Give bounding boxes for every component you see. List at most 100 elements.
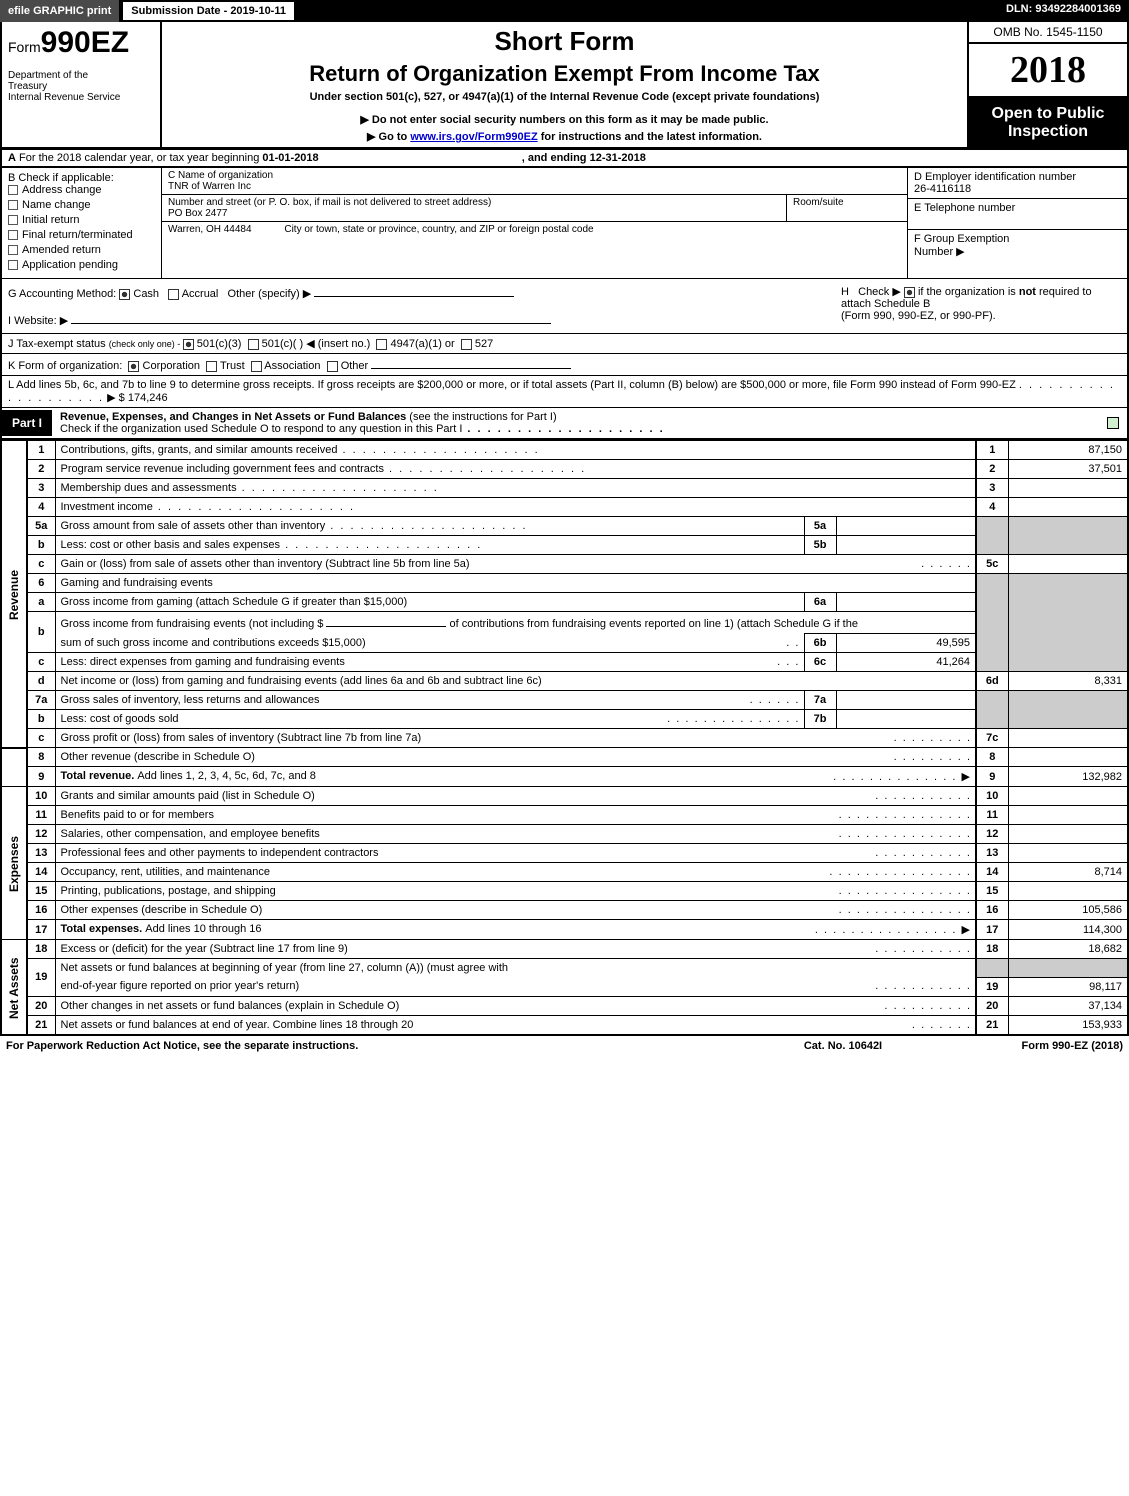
- check-amended-return[interactable]: Amended return: [8, 244, 155, 256]
- i-label: I Website: ▶: [8, 315, 68, 327]
- line-midval: [836, 710, 976, 729]
- row-h: H Check ▶ if the organization is not req…: [841, 285, 1121, 327]
- line-num: c: [27, 555, 55, 574]
- k-opt-trust: Trust: [220, 360, 245, 372]
- part1-checkbox[interactable]: [1107, 417, 1119, 429]
- checkbox-4947-icon[interactable]: [376, 339, 387, 350]
- line-desc: Gross income from fundraising events (no…: [55, 612, 976, 634]
- footer-left: For Paperwork Reduction Act Notice, see …: [6, 1040, 743, 1052]
- row-a-begin: 01-01-2018: [262, 152, 318, 164]
- line-desc: Printing, publications, postage, and shi…: [55, 882, 976, 901]
- k-opt-other: Other: [341, 360, 369, 372]
- line-rval: 8,714: [1008, 863, 1128, 882]
- netassets-vlabel: Net Assets: [1, 940, 27, 1035]
- checkbox-corp-icon[interactable]: [128, 361, 139, 372]
- other-specify-line: [314, 285, 514, 297]
- open-public-line1: Open to Public: [973, 105, 1123, 123]
- line-num: 9: [27, 767, 55, 787]
- line-midval: 49,595: [836, 634, 976, 653]
- checkbox-trust-icon[interactable]: [206, 361, 217, 372]
- line-desc: Less: cost of goods sold. . . . . . . . …: [55, 710, 804, 729]
- check-application-pending[interactable]: Application pending: [8, 259, 155, 271]
- footer-form-prefix: Form: [1022, 1040, 1053, 1052]
- efile-print-button[interactable]: efile GRAPHIC print: [0, 0, 121, 22]
- l-amount: 174,246: [128, 392, 168, 404]
- website-line: [71, 312, 551, 324]
- line-num: 13: [27, 844, 55, 863]
- line-num: 15: [27, 882, 55, 901]
- table-row: 8 Other revenue (describe in Schedule O)…: [1, 748, 1128, 767]
- line-num: 8: [27, 748, 55, 767]
- shade-cell: [976, 517, 1008, 555]
- table-row: b Less: cost of goods sold. . . . . . . …: [1, 710, 1128, 729]
- checkbox-accrual-icon[interactable]: [168, 289, 179, 300]
- line-midnum: 6b: [804, 634, 836, 653]
- line-desc: Less: direct expenses from gaming and fu…: [55, 653, 804, 672]
- part1-check-text: Check if the organization used Schedule …: [60, 423, 462, 435]
- form-number: Form990EZ: [8, 26, 154, 60]
- line-rnum: 15: [976, 882, 1008, 901]
- line-rval: 18,682: [1008, 940, 1128, 959]
- line-rval: 37,134: [1008, 996, 1128, 1015]
- ein-label: D Employer identification number: [914, 171, 1121, 183]
- check-address-change[interactable]: Address change: [8, 184, 155, 196]
- check-initial-return[interactable]: Initial return: [8, 214, 155, 226]
- checkbox-icon: [8, 215, 18, 225]
- check-label: Amended return: [22, 244, 101, 256]
- table-row: c Gain or (loss) from sale of assets oth…: [1, 555, 1128, 574]
- line-rnum: 16: [976, 901, 1008, 920]
- line-midnum: 6a: [804, 593, 836, 612]
- line-num: 6: [27, 574, 55, 593]
- line-num: c: [27, 653, 55, 672]
- line-rnum: 3: [976, 479, 1008, 498]
- line-rval: [1008, 555, 1128, 574]
- row-j: J Tax-exempt status (check only one) - 5…: [0, 334, 1129, 354]
- table-row: 15 Printing, publications, postage, and …: [1, 882, 1128, 901]
- street-cell: Number and street (or P. O. box, if mail…: [162, 195, 787, 221]
- dept-line2: Treasury: [8, 81, 154, 92]
- checkbox-cash-icon[interactable]: [119, 289, 130, 300]
- line-rnum: 7c: [976, 729, 1008, 748]
- check-label: Initial return: [22, 214, 79, 226]
- line-rval: 8,331: [1008, 672, 1128, 691]
- checkbox-assoc-icon[interactable]: [251, 361, 262, 372]
- column-d: D Employer identification number 26-4116…: [907, 168, 1127, 278]
- l-amount-prefix: ▶ $: [107, 392, 128, 404]
- line-num: 4: [27, 498, 55, 517]
- line-desc: Grants and similar amounts paid (list in…: [55, 787, 976, 806]
- checkbox-icon: [8, 245, 18, 255]
- line-desc: Excess or (deficit) for the year (Subtra…: [55, 940, 976, 959]
- check-name-change[interactable]: Name change: [8, 199, 155, 211]
- j-opt2: 501(c)( ) ◀ (insert no.): [262, 338, 371, 350]
- line-rval: 37,501: [1008, 460, 1128, 479]
- checkbox-h-icon[interactable]: [904, 287, 915, 298]
- checkbox-icon: [8, 230, 18, 240]
- return-title: Return of Organization Exempt From Incom…: [170, 61, 959, 87]
- checkbox-501c-icon[interactable]: [248, 339, 259, 350]
- line-num: 17: [27, 920, 55, 940]
- shade-cell: [1008, 517, 1128, 555]
- table-row: 13 Professional fees and other payments …: [1, 844, 1128, 863]
- line-rnum: 21: [976, 1015, 1008, 1035]
- row-a: A For the 2018 calendar year, or tax yea…: [0, 149, 1129, 168]
- room-cell: Room/suite: [787, 195, 907, 221]
- checkbox-527-icon[interactable]: [461, 339, 472, 350]
- line-num: d: [27, 672, 55, 691]
- line-desc: Contributions, gifts, grants, and simila…: [55, 441, 976, 460]
- goto-link[interactable]: www.irs.gov/Form990EZ: [410, 131, 537, 143]
- street-value: PO Box 2477: [168, 208, 780, 219]
- line-desc: Gain or (loss) from sale of assets other…: [55, 555, 976, 574]
- checkbox-501c3-icon[interactable]: [183, 339, 194, 350]
- line-rnum: 9: [976, 767, 1008, 787]
- line-rnum: 6d: [976, 672, 1008, 691]
- goto-prefix: ▶ Go to: [367, 131, 410, 143]
- checkbox-other-icon[interactable]: [327, 361, 338, 372]
- check-final-return[interactable]: Final return/terminated: [8, 229, 155, 241]
- table-row: Expenses 10 Grants and similar amounts p…: [1, 787, 1128, 806]
- column-c: C Name of organization TNR of Warren Inc…: [162, 168, 907, 278]
- table-row: d Net income or (loss) from gaming and f…: [1, 672, 1128, 691]
- header-middle: Short Form Return of Organization Exempt…: [162, 22, 967, 147]
- dln-label: DLN: 93492284001369: [998, 0, 1129, 22]
- line-rval: [1008, 844, 1128, 863]
- table-row: Revenue 1 Contributions, gifts, grants, …: [1, 441, 1128, 460]
